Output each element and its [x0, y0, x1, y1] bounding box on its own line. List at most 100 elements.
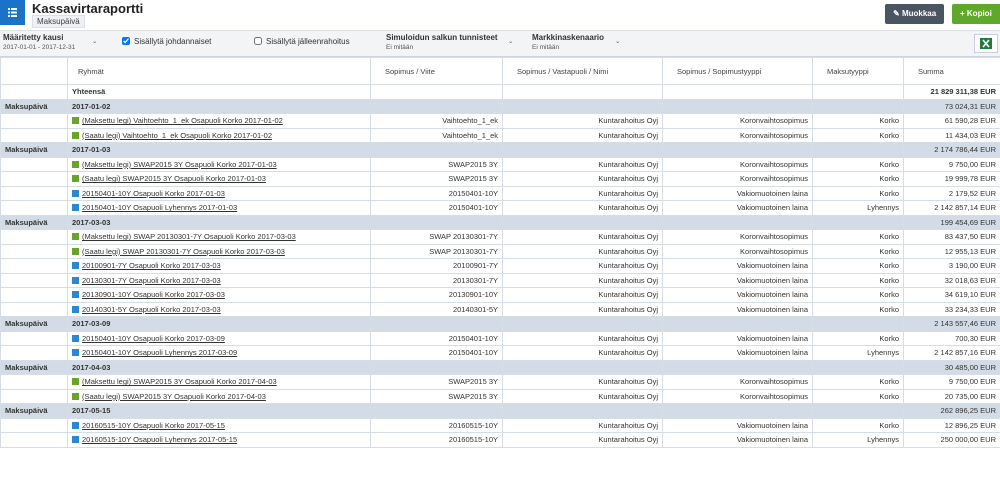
cell: 2 142 857,16 EUR [903, 345, 1000, 361]
row-link[interactable]: 20130301-7Y Osapuoli Korko 2017-03-03 [82, 275, 221, 285]
group-row[interactable]: Maksupäivä 2017-03-09 2 143 557,46 EUR [0, 316, 1000, 332]
excel-icon [980, 38, 992, 49]
cell [370, 84, 503, 100]
edit-button[interactable]: ✎ Muokkaa [885, 4, 945, 24]
row-link[interactable]: (Maksettu legi) Vaihtoehto_1_ek Osapuoli… [82, 116, 283, 126]
cell [502, 316, 663, 332]
cell [502, 84, 663, 100]
row-link[interactable]: (Saatu legi) Vaihtoehto_1_ek Osapuoli Ko… [82, 130, 272, 140]
group-row[interactable]: Maksupäivä 2017-04-03 30 485,00 EUR [0, 359, 1000, 375]
cell [812, 214, 904, 230]
total-row: Yhteensä 21 829 311,38 EUR [0, 84, 1000, 100]
menu-button[interactable] [0, 0, 25, 25]
row-link[interactable]: 20150401-10Y Osapuoli Lyhennys 2017-01-0… [82, 203, 238, 213]
cell [370, 359, 503, 375]
cell: 33 234,33 EUR [903, 301, 1000, 317]
column-header[interactable]: Summa [903, 57, 1000, 85]
row-link[interactable]: 20130901-10Y Osapuoli Korko 2017-03-03 [82, 290, 225, 300]
row-link[interactable]: (Maksettu legi) SWAP2015 3Y Osapuoli Kor… [82, 377, 277, 387]
row-link[interactable]: (Maksettu legi) SWAP 20130301-7Y Osapuol… [82, 232, 296, 242]
type-marker [72, 291, 79, 299]
cell [0, 272, 68, 288]
data-row: 20160515-10Y Osapuoli Lyhennys 2017-05-1… [0, 432, 1000, 448]
cell: 12 896,25 EUR [903, 417, 1000, 433]
checkbox[interactable]: Sisällytä johdannaiset [122, 37, 211, 46]
cell: Kuntarahoitus Oyj [502, 243, 663, 259]
type-marker [72, 334, 79, 342]
row-link[interactable]: 20150401-10Y Osapuoli Korko 2017-01-03 [82, 188, 225, 198]
cell [370, 316, 503, 332]
group-sum: 262 896,25 EUR [903, 403, 1000, 419]
checkbox-label: Sisällytä johdannaiset [134, 37, 212, 46]
dropdown[interactable]: Simuloidun salkun tunnisteet Ei mitään [386, 33, 498, 51]
cell [0, 287, 68, 303]
cell: Kuntarahoitus Oyj [502, 171, 663, 187]
cell: 20 735,00 EUR [903, 388, 1000, 404]
group-type: Maksupäivä [0, 142, 68, 158]
row-link[interactable]: (Saatu legi) SWAP2015 3Y Osapuoli Korko … [82, 174, 266, 184]
cell: Kuntarahoitus Oyj [502, 388, 663, 404]
cell: Korko [812, 171, 904, 187]
data-row: (Saatu legi) SWAP 20130301-7Y Osapuoli K… [0, 243, 1000, 259]
row-link[interactable]: 20160515-10Y Osapuoli Korko 2017-05-15 [82, 420, 225, 430]
group-row[interactable]: Maksupäivä 2017-01-02 73 024,31 EUR [0, 98, 1000, 114]
checkbox-input[interactable] [254, 37, 262, 45]
name-cell: 20140301-5Y Osapuoli Korko 2017-03-03 [67, 301, 371, 317]
cell [0, 301, 68, 317]
cell [662, 316, 813, 332]
cell [812, 84, 904, 100]
data-row: (Saatu legi) Vaihtoehto_1_ek Osapuoli Ko… [0, 127, 1000, 143]
group-type: Maksupäivä [0, 403, 68, 419]
row-link[interactable]: 20160515-10Y Osapuoli Lyhennys 2017-05-1… [82, 435, 238, 445]
cell: 2 142 857,14 EUR [903, 200, 1000, 216]
cell: Lyhennys [812, 345, 904, 361]
period-label: Määritetty kausi [3, 33, 64, 42]
group-row[interactable]: Maksupäivä 2017-01-03 2 174 786,44 EUR [0, 142, 1000, 158]
row-link[interactable]: (Saatu legi) SWAP 20130301-7Y Osapuoli K… [82, 246, 285, 256]
group-sum: 2 143 557,46 EUR [903, 316, 1000, 332]
cell: 20150401-10Y [370, 330, 503, 346]
type-marker [72, 262, 79, 270]
cell [812, 403, 904, 419]
dropdown-value: Ei mitään [532, 44, 560, 51]
checkbox-label: Sisällytä jälleenrahoitus [266, 37, 350, 46]
type-marker [72, 349, 79, 357]
cell: Koronvaihtosopimus [662, 388, 813, 404]
row-link[interactable]: (Saatu legi) SWAP2015 3Y Osapuoli Korko … [82, 391, 266, 401]
column-header[interactable]: Sopimus / Vastapuoli / Nimi [502, 57, 663, 85]
dropdown-value: Ei mitään [386, 44, 414, 51]
period-filter[interactable]: Määritetty kausi 2017-01-01 - 2017-12-31 [3, 33, 75, 51]
column-header[interactable]: Ryhmät [67, 57, 371, 85]
cell: 20150401-10Y [370, 345, 503, 361]
cell [0, 84, 68, 100]
cell: 34 619,10 EUR [903, 287, 1000, 303]
row-link[interactable]: 20140301-5Y Osapuoli Korko 2017-03-03 [82, 304, 221, 314]
row-link[interactable]: 20150401-10Y Osapuoli Korko 2017-03-09 [82, 333, 225, 343]
dropdown[interactable]: Markkinaskenaario Ei mitään [532, 33, 604, 51]
column-header[interactable]: Maksutyyppi [812, 57, 904, 85]
cell: Kuntarahoitus Oyj [502, 127, 663, 143]
column-header[interactable]: Sopimus / Sopimustyyppi [662, 57, 813, 85]
data-row: 20150401-10Y Osapuoli Lyhennys 2017-03-0… [0, 345, 1000, 361]
checkbox-input[interactable] [122, 37, 130, 45]
column-header[interactable]: Sopimus / Viite [370, 57, 503, 85]
group-row[interactable]: Maksupäivä 2017-03-03 199 454,69 EUR [0, 214, 1000, 230]
cell [370, 214, 503, 230]
cell: SWAP2015 3Y [370, 374, 503, 390]
row-link[interactable]: 20100901-7Y Osapuoli Korko 2017-03-03 [82, 261, 221, 271]
group-date: 2017-01-03 [67, 142, 371, 158]
cell: Koronvaihtosopimus [662, 113, 813, 129]
button-label: Muokkaa [901, 9, 937, 18]
dropdown-caret: ⌄ [92, 38, 98, 45]
group-row[interactable]: Maksupäivä 2017-05-15 262 896,25 EUR [0, 403, 1000, 419]
row-link[interactable]: 20150401-10Y Osapuoli Lyhennys 2017-03-0… [82, 348, 238, 358]
row-link[interactable]: (Maksettu legi) SWAP2015 3Y Osapuoli Kor… [82, 159, 277, 169]
cell: Lyhennys [812, 200, 904, 216]
excel-export[interactable] [974, 34, 998, 53]
checkbox[interactable]: Sisällytä jälleenrahoitus [254, 37, 350, 46]
copy-button[interactable]: + Kopioi [952, 4, 1000, 24]
type-marker [72, 204, 79, 212]
cell [502, 142, 663, 158]
type-marker [72, 305, 79, 313]
cell: Vakiomuotoinen laina [662, 185, 813, 201]
